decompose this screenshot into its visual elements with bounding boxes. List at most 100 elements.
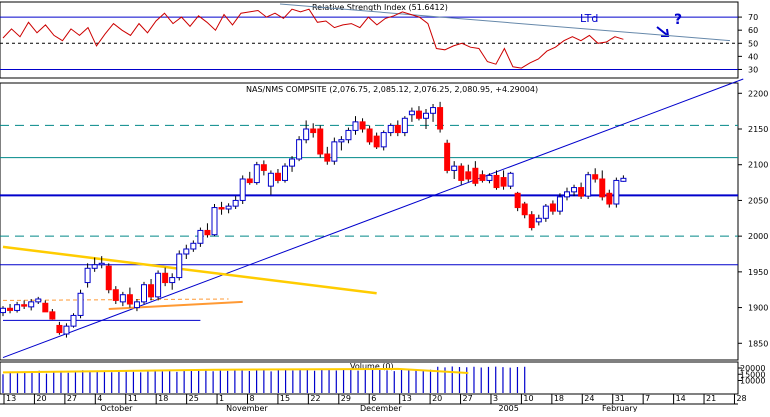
candle-down — [592, 174, 599, 180]
candle-up — [282, 165, 288, 181]
candle-up — [119, 294, 126, 303]
price-tick-label: 2200 — [748, 89, 768, 98]
price-tick-label: 1900 — [748, 304, 768, 313]
x-month-label: December — [360, 404, 402, 412]
candle-down — [126, 294, 133, 305]
candle-up — [91, 264, 98, 269]
x-tick-label: 13 — [6, 394, 16, 403]
candle-up — [176, 253, 183, 279]
rsi-tick-label: 60 — [748, 26, 758, 35]
candle-up — [155, 272, 162, 298]
candle-down — [437, 107, 444, 130]
candle-up — [507, 172, 514, 187]
candle-down — [246, 178, 253, 184]
candle-down — [148, 284, 155, 298]
rsi-tick-label: 30 — [748, 65, 758, 74]
x-tick-label: 20 — [432, 394, 442, 403]
candle-up — [423, 112, 429, 119]
x-tick-label: 29 — [341, 394, 351, 403]
x-tick-label: 18 — [554, 394, 564, 403]
candle-up — [289, 158, 296, 167]
candle-down — [105, 265, 112, 291]
price-layer: 1850 1900 1950 2000 2050 2100 2150 2200 — [0, 78, 768, 359]
x-tick-label: 15 — [280, 394, 290, 403]
candle-up — [190, 242, 197, 250]
question-mark-label: ? — [674, 12, 682, 28]
candle-up — [0, 307, 6, 314]
candle-down — [260, 164, 267, 171]
rsi-layer: 30 40 50 60 70 — [0, 3, 758, 74]
candle-up — [183, 248, 190, 255]
candle-down — [458, 165, 465, 181]
price-tick-label: 2100 — [748, 161, 768, 170]
x-month-label: February — [602, 404, 638, 412]
candle-up — [345, 129, 352, 141]
volume-title: Volume (0) — [350, 362, 394, 371]
candle-down — [7, 307, 14, 311]
x-axis: 13 20 27 4 11 18 25 1 8 15 22 29 6 13 20 27 3 10 18 24 31 7 14… — [3, 394, 747, 413]
x-tick-label: 22 — [310, 394, 320, 403]
candle-up — [267, 172, 274, 187]
x-month-label: 2005 — [499, 404, 519, 412]
x-tick-label: 8 — [249, 394, 254, 403]
candle-up — [169, 277, 176, 284]
candle-up — [239, 178, 246, 201]
orange-support — [108, 300, 243, 310]
candle-down — [514, 192, 521, 209]
x-tick-label: 10 — [523, 394, 533, 403]
x-tick-label: 28 — [736, 394, 746, 403]
x-tick-label: 1 — [219, 394, 224, 403]
candle-up — [352, 121, 359, 131]
candle-up — [486, 174, 493, 181]
candle-up — [70, 314, 77, 327]
candle-down — [204, 229, 211, 236]
candle-up — [14, 304, 21, 311]
rsi-tick-label: 40 — [748, 52, 758, 61]
x-tick-label: 4 — [97, 394, 102, 403]
candle-down — [444, 142, 451, 171]
candle-up — [133, 301, 140, 309]
price-tick-label: 2050 — [748, 196, 768, 205]
candle-down — [415, 110, 422, 119]
candle-up — [430, 107, 437, 114]
volume-tick-label: 10000 — [740, 377, 765, 386]
volume-tick-label: 20000 — [740, 364, 765, 373]
candle-up — [620, 177, 627, 182]
candle-down — [112, 289, 119, 301]
candle-up — [296, 139, 303, 160]
candle-up — [141, 284, 147, 303]
candle-up — [571, 187, 578, 193]
x-tick-label: 6 — [371, 394, 376, 403]
candle-down — [56, 324, 63, 334]
candle-down — [218, 207, 225, 210]
candle-up — [585, 174, 592, 197]
price-tick-label: 1850 — [748, 339, 768, 348]
candle-down — [317, 128, 324, 155]
price-tick-label: 2000 — [748, 232, 768, 241]
candle-down — [521, 203, 528, 216]
x-tick-label: 11 — [128, 394, 138, 403]
candle-up — [253, 164, 260, 184]
candle-down — [310, 128, 317, 134]
x-month-label: October — [100, 404, 133, 412]
candle-up — [542, 205, 549, 219]
candle-down — [274, 172, 281, 181]
candle-down — [162, 272, 169, 284]
rsi-tick-label: 50 — [748, 39, 758, 48]
x-tick-label: 7 — [645, 394, 650, 403]
x-tick-label: 25 — [189, 394, 199, 403]
candle-up — [338, 139, 345, 143]
candle-down — [394, 124, 401, 134]
candle-down — [324, 153, 331, 162]
candle-up — [564, 191, 570, 198]
candle-up — [303, 128, 310, 141]
candle-up — [535, 217, 542, 223]
candle-down — [493, 174, 500, 189]
candle-down — [500, 177, 507, 187]
candle-down — [578, 187, 585, 197]
candle-up — [197, 229, 204, 244]
rising-trendline — [2, 78, 744, 359]
candle-down — [528, 214, 535, 229]
